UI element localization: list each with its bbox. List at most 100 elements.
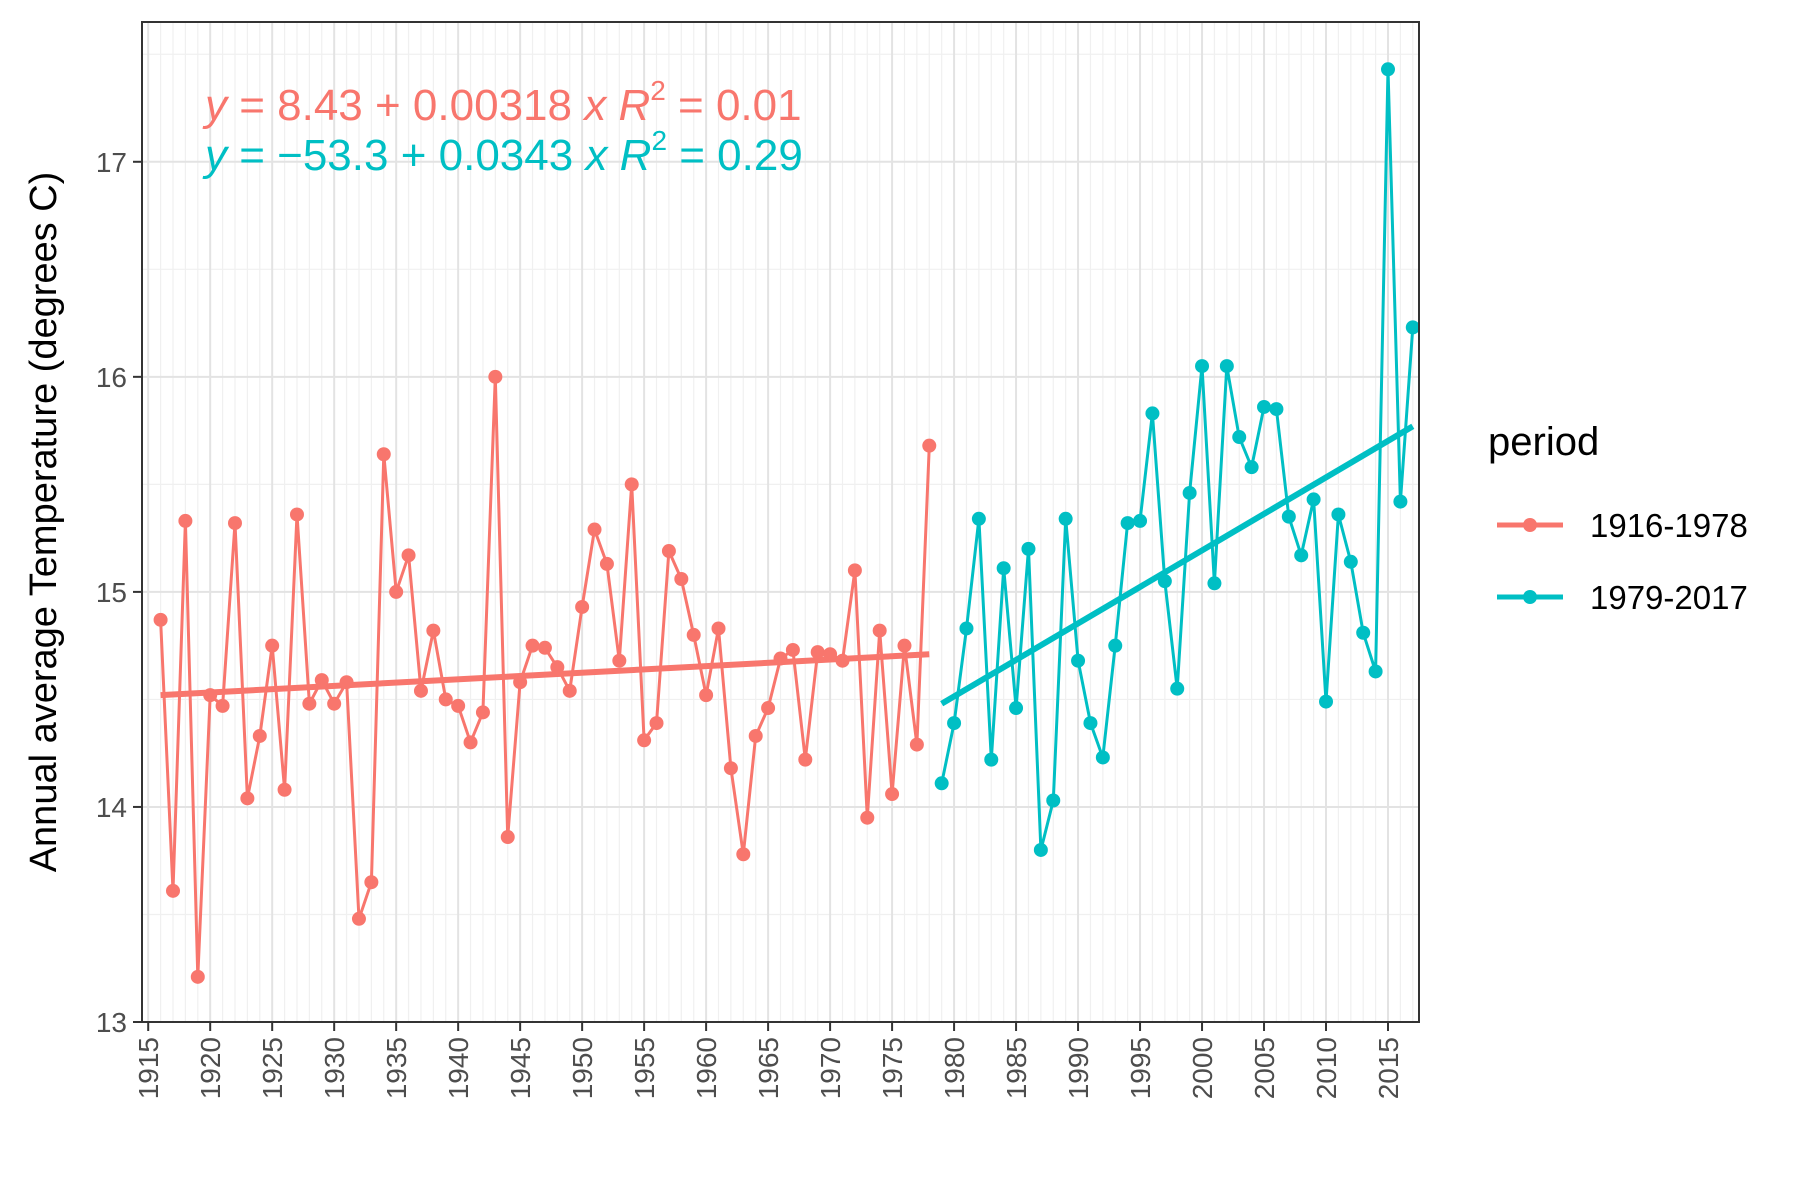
data-point xyxy=(860,810,875,825)
data-point xyxy=(723,761,738,776)
data-point xyxy=(922,438,937,453)
data-point xyxy=(550,660,565,675)
y-tick-label: 15 xyxy=(96,577,127,608)
data-point xyxy=(575,599,590,614)
data-point xyxy=(1145,406,1160,421)
data-point xyxy=(364,875,379,890)
data-point xyxy=(252,728,267,743)
x-tick-label: 1960 xyxy=(691,1037,722,1099)
data-point xyxy=(984,752,999,767)
x-tick-label: 2000 xyxy=(1187,1037,1218,1099)
x-tick-label: 1995 xyxy=(1125,1037,1156,1099)
data-point xyxy=(413,683,428,698)
data-point xyxy=(1182,485,1197,500)
data-point xyxy=(649,716,664,731)
x-tick-label: 1975 xyxy=(877,1037,908,1099)
x-tick-label: 1950 xyxy=(567,1037,598,1099)
data-point xyxy=(1207,576,1222,591)
x-tick-label: 2005 xyxy=(1249,1037,1280,1099)
x-tick-label: 1930 xyxy=(319,1037,350,1099)
equation-part: R xyxy=(618,81,650,130)
data-point xyxy=(1219,359,1234,374)
data-point xyxy=(885,787,900,802)
x-tick-label: 1920 xyxy=(195,1037,226,1099)
data-point xyxy=(612,653,627,668)
equation-part: = 8.43 + 0.00318 xyxy=(227,81,584,130)
data-point xyxy=(1405,320,1420,335)
data-point xyxy=(909,737,924,752)
x-tick-label: 1985 xyxy=(1001,1037,1032,1099)
equation-part: = −53.3 + 0.0343 xyxy=(227,131,585,180)
x-tick-label: 1940 xyxy=(443,1037,474,1099)
equation-part: x xyxy=(582,81,608,130)
data-point xyxy=(897,638,912,653)
x-tick-label: 2015 xyxy=(1373,1037,1404,1099)
data-point xyxy=(996,561,1011,576)
y-tick-label: 16 xyxy=(96,362,127,393)
y-tick-label: 17 xyxy=(96,147,127,178)
data-point xyxy=(785,642,800,657)
data-point xyxy=(289,507,304,522)
data-point xyxy=(537,640,552,655)
data-point xyxy=(736,847,751,862)
data-point xyxy=(624,477,639,492)
data-point xyxy=(351,911,366,926)
y-tick-label: 14 xyxy=(96,792,127,823)
data-point xyxy=(1232,430,1247,445)
data-point xyxy=(872,623,887,638)
data-point xyxy=(699,688,714,703)
equation-part: R xyxy=(620,131,652,180)
data-point xyxy=(1108,638,1123,653)
data-point xyxy=(661,544,676,559)
data-point xyxy=(463,735,478,750)
x-tick-label: 1955 xyxy=(629,1037,660,1099)
data-point xyxy=(513,675,528,690)
data-point xyxy=(711,621,726,636)
x-tick-label: 1925 xyxy=(257,1037,288,1099)
data-point xyxy=(1157,574,1172,589)
regression-equation-1979-2017: y = −53.3 + 0.0343 x R2 = 0.29 xyxy=(202,125,803,180)
data-point xyxy=(227,516,242,531)
data-point xyxy=(1356,625,1371,640)
equation-part: y xyxy=(202,131,230,180)
equation-part: 2 xyxy=(650,75,666,106)
data-point xyxy=(178,513,193,528)
x-tick-label: 1965 xyxy=(753,1037,784,1099)
data-point xyxy=(934,776,949,791)
data-point xyxy=(389,584,404,599)
data-point xyxy=(1381,62,1396,77)
data-point xyxy=(1195,359,1210,374)
data-point xyxy=(562,683,577,698)
data-point xyxy=(215,698,230,713)
data-point xyxy=(1170,681,1185,696)
data-point xyxy=(971,511,986,526)
data-point xyxy=(1095,750,1110,765)
data-point xyxy=(810,645,825,660)
data-point xyxy=(1269,402,1284,417)
data-point xyxy=(1257,399,1272,414)
data-point xyxy=(475,705,490,720)
data-point xyxy=(1058,511,1073,526)
x-tick-label: 1970 xyxy=(815,1037,846,1099)
data-point xyxy=(1244,460,1259,475)
data-point xyxy=(339,675,354,690)
equation-part: y xyxy=(202,81,230,130)
legend-key-point xyxy=(1523,590,1537,604)
equation-part xyxy=(606,81,618,130)
x-tick-label: 1945 xyxy=(505,1037,536,1099)
data-point xyxy=(153,612,168,627)
x-tick-label: 1980 xyxy=(939,1037,970,1099)
y-axis-title: Annual average Temperature (degrees C) xyxy=(23,172,65,873)
x-axis: 1915 1920 1925 1930 1935 1940 1945 1950 1955 1960… xyxy=(133,1022,1404,1099)
data-point xyxy=(190,969,205,984)
legend: period 1916-1978 1979-2017 xyxy=(1488,420,1748,616)
data-point xyxy=(823,647,838,662)
data-point xyxy=(1021,541,1036,556)
y-tick-label: 13 xyxy=(96,1007,127,1038)
data-point xyxy=(451,698,466,713)
data-point xyxy=(376,447,391,462)
data-point xyxy=(748,728,763,743)
legend-key-point xyxy=(1523,518,1537,532)
data-point xyxy=(587,522,602,537)
data-point xyxy=(240,791,255,806)
